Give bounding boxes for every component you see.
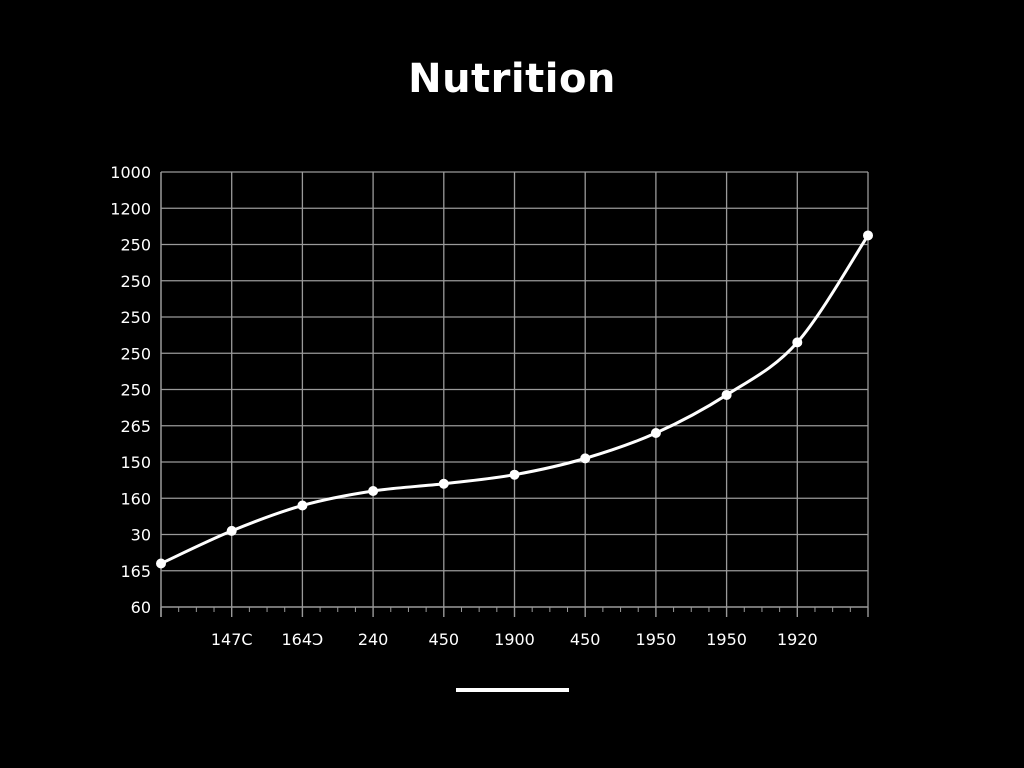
x-tick-label: 147C [211, 630, 253, 649]
y-tick-label: 60 [131, 598, 151, 617]
y-tick-label: 250 [120, 308, 151, 327]
data-point [863, 230, 873, 241]
x-tick-label: 1950 [636, 630, 677, 649]
x-tick-labels: 147C 164Ↄ 240 450 1900 450 1950 1950 1920 [211, 630, 818, 649]
data-point [226, 525, 237, 536]
legend-swatch [456, 688, 569, 692]
y-tick-label: 1000 [110, 163, 151, 182]
data-point [580, 453, 591, 464]
y-tick-label: 250 [120, 344, 151, 363]
data-point [509, 469, 520, 480]
data-point [650, 428, 661, 438]
data-point [368, 486, 379, 496]
y-tick-label: 265 [120, 417, 151, 436]
y-tick-label: 250 [120, 236, 151, 255]
y-tick-labels: 1000 1200 250 250 250 250 250 265 150 160 30 165 60 [110, 163, 151, 617]
axes [160, 172, 869, 617]
chart-title: Nutrition [408, 56, 616, 102]
y-tick-label: 165 [120, 562, 151, 581]
y-tick-label: 30 [131, 526, 151, 545]
x-tick-label: 450 [570, 630, 601, 649]
series-line [159, 233, 870, 565]
y-tick-label: 150 [120, 453, 151, 472]
data-point [297, 500, 308, 511]
x-tick-label: 1920 [777, 630, 818, 649]
y-tick-label: 1200 [110, 199, 151, 218]
x-tick-label: 1950 [706, 630, 747, 649]
data-point [792, 337, 803, 348]
y-tick-label: 250 [120, 272, 151, 291]
y-tick-label: 250 [120, 381, 151, 400]
x-tick-label: 164Ↄ [282, 630, 324, 649]
grid [161, 171, 869, 607]
x-tick-label: 1900 [494, 630, 535, 649]
data-point [721, 389, 732, 400]
x-tick-label: 450 [429, 630, 460, 649]
data-point [438, 478, 449, 489]
x-tick-label: 240 [358, 630, 389, 649]
y-tick-label: 160 [120, 489, 151, 508]
data-point [156, 558, 166, 569]
series [156, 230, 873, 569]
